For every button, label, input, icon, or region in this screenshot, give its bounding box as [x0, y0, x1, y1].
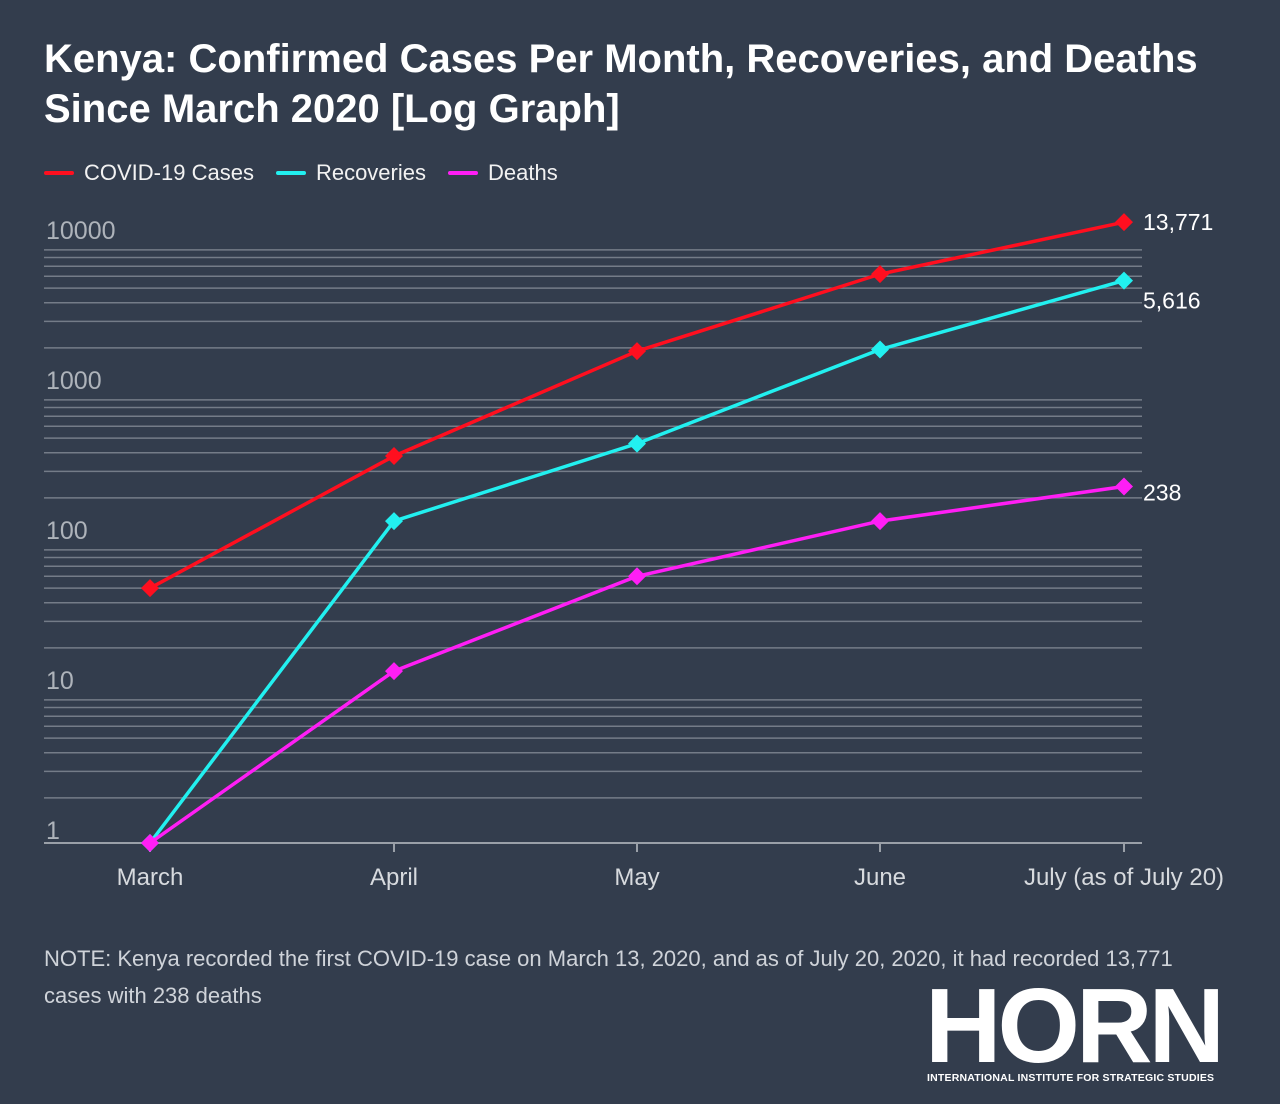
logo-wordmark: HORN: [925, 967, 1225, 1085]
logo-eye-icon: [1007, 987, 1067, 1071]
legend-item-recoveries: Recoveries: [275, 160, 426, 186]
legend-swatch-recoveries: [275, 171, 306, 175]
x-tick-label: May: [614, 864, 659, 891]
data-point-marker: [871, 265, 889, 284]
end-data-label: 5,616: [1143, 288, 1201, 314]
y-tick-label: 1: [46, 817, 60, 845]
data-point-marker: [1115, 477, 1133, 496]
data-point-marker: [628, 567, 646, 586]
y-tick-label: 10000: [46, 217, 116, 245]
data-point-marker: [141, 579, 159, 598]
end-data-label: 238: [1143, 480, 1181, 506]
legend-label-cases: COVID-19 Cases: [84, 160, 254, 185]
y-tick-label: 1000: [46, 367, 102, 395]
legend: COVID-19 Cases Recoveries Deaths: [44, 160, 558, 186]
data-point-marker: [628, 342, 646, 361]
log-line-chart: 1 10 100 1000 10000 March April May June July (as…: [44, 209, 1224, 891]
legend-swatch-deaths: [448, 171, 478, 175]
x-tick-label: March: [117, 864, 184, 891]
end-data-label: 13,771: [1143, 209, 1213, 235]
series-line: [148, 484, 1125, 845]
series-line: [149, 220, 1125, 590]
horn-logo: HORN INTERNATIONAL INSTITUTE FOR STRATEG…: [925, 967, 1225, 1090]
logo-subtitle: INTERNATIONAL INSTITUTE FOR STRATEGIC ST…: [927, 1072, 1215, 1084]
series-line: [148, 278, 1125, 845]
legend-item-deaths: Deaths: [448, 160, 558, 186]
data-point-marker: [385, 447, 403, 466]
data-point-marker: [871, 512, 889, 531]
y-tick-label: 10: [46, 667, 74, 695]
footnote: NOTE: Kenya recorded the first COVID-19 …: [44, 946, 1173, 1008]
legend-item-cases: COVID-19 Cases: [44, 160, 254, 186]
data-point-marker: [141, 834, 159, 852]
legend-label-recoveries: Recoveries: [315, 160, 426, 185]
x-tick-label: July (as of July 20): [1024, 864, 1224, 891]
data-point-marker: [385, 512, 403, 531]
y-tick-label: 100: [46, 517, 88, 545]
data-point-marker: [871, 340, 889, 359]
data-point-marker: [1115, 213, 1133, 232]
data-point-marker: [628, 434, 646, 453]
x-tick-label: April: [370, 864, 418, 891]
data-point-marker: [385, 662, 403, 681]
x-tick-label: June: [854, 864, 906, 891]
chart-title: Kenya: Confirmed Cases Per Month, Recove…: [44, 37, 1198, 131]
legend-swatch-cases: [44, 171, 74, 175]
legend-label-deaths: Deaths: [488, 160, 558, 185]
data-point-marker: [1115, 271, 1133, 290]
